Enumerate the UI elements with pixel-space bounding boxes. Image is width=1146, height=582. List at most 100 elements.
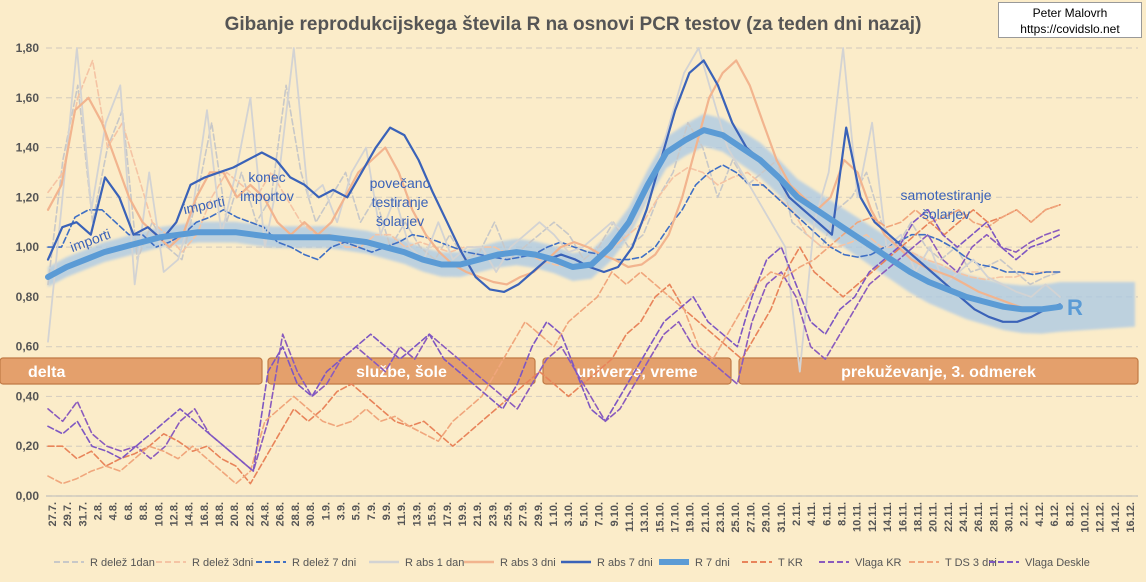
x-tick-label: 2.8. bbox=[93, 502, 105, 520]
x-tick-label: 2.11. bbox=[791, 502, 803, 526]
x-tick-label: 18.8. bbox=[214, 502, 226, 526]
x-tick-label: 6.8. bbox=[123, 502, 135, 520]
series-line bbox=[47, 204, 1061, 485]
x-tick-label: 21.10. bbox=[700, 502, 712, 533]
x-tick-label: 12.8. bbox=[168, 502, 180, 526]
x-tick-label: 5.10. bbox=[578, 502, 590, 526]
x-tick-label: 23.10. bbox=[715, 502, 727, 533]
legend-label: R abs 3 dni bbox=[500, 557, 556, 569]
period-label: delta bbox=[28, 364, 65, 381]
x-tick-label: 7.9. bbox=[366, 502, 378, 520]
x-tick-label: 5.9. bbox=[351, 502, 363, 520]
x-tick-label: 21.9. bbox=[472, 502, 484, 526]
author-url[interactable]: https://covidslo.net bbox=[1020, 22, 1120, 36]
annotation: R bbox=[1067, 295, 1083, 320]
x-tick-label: 4.12. bbox=[1034, 502, 1046, 526]
x-tick-label: 15.10. bbox=[654, 502, 666, 533]
x-tick-label: 27.7. bbox=[47, 502, 59, 526]
series-line bbox=[47, 204, 1061, 485]
legend: R delež 1dan R delež 3dni R delež 7 dni R a… bbox=[54, 557, 1090, 569]
x-tick-label: 14.8. bbox=[184, 502, 196, 526]
x-tick-label: 18.11. bbox=[912, 502, 924, 532]
x-tick-label: 17.9. bbox=[442, 502, 454, 526]
annotation: konec importov bbox=[240, 169, 294, 204]
x-tick-label: 3.10. bbox=[563, 502, 575, 526]
period-label: univerze, vreme bbox=[577, 364, 698, 381]
legend-label: Vlaga Deskle bbox=[1025, 557, 1090, 569]
x-tick-label: 24.11. bbox=[958, 502, 970, 532]
series-lines bbox=[45, 47, 1135, 485]
x-tick-label: 11.10. bbox=[624, 502, 636, 532]
author-credit: Peter Malovrh https://covidslo.net bbox=[998, 2, 1142, 38]
x-tick-label: 31.10. bbox=[776, 502, 788, 533]
author-name: Peter Malovrh bbox=[1032, 6, 1108, 20]
gridlines bbox=[46, 47, 1138, 497]
y-tick-label: 1,80 bbox=[16, 41, 40, 55]
y-tick-label: 0,40 bbox=[16, 389, 40, 403]
x-tick-label: 9.9. bbox=[381, 502, 393, 520]
x-tick-label: 14.11. bbox=[882, 502, 894, 532]
x-tick-label: 28.11. bbox=[988, 502, 1000, 532]
period-label: prekuževanje, 3. odmerek bbox=[841, 364, 1036, 381]
legend-label: T DS 3 dni bbox=[945, 557, 997, 569]
x-tick-label: 27.9. bbox=[518, 502, 530, 526]
x-tick-label: 29.7. bbox=[62, 502, 74, 526]
x-tick-label: 22.11. bbox=[943, 502, 955, 532]
x-tick-label: 11.9. bbox=[396, 502, 408, 526]
x-tick-label: 10.12. bbox=[1079, 502, 1091, 533]
x-tick-label: 23.9. bbox=[487, 502, 499, 526]
annotation: povečano testiranje šolarjev bbox=[370, 175, 431, 229]
series-line bbox=[47, 209, 1061, 472]
series-line bbox=[47, 84, 1061, 286]
period-label: službe, šole bbox=[356, 364, 447, 381]
x-tick-label: 20.11. bbox=[928, 502, 940, 532]
legend-label: T KR bbox=[778, 557, 803, 569]
period-band bbox=[0, 357, 263, 385]
x-tick-label: 26.11. bbox=[973, 502, 985, 532]
y-tick-label: 1,20 bbox=[16, 190, 40, 204]
x-tick-label: 12.12. bbox=[1095, 502, 1107, 533]
x-tick-label: 31.7. bbox=[77, 502, 89, 526]
legend-label: R 7 dni bbox=[695, 557, 730, 569]
x-tick-label: 24.8. bbox=[260, 502, 272, 526]
x-tick-label: 19.9. bbox=[457, 502, 469, 526]
x-tick-label: 30.11. bbox=[1004, 502, 1016, 532]
x-tick-label: 13.9. bbox=[411, 502, 423, 526]
x-tick-label: 29.10. bbox=[761, 502, 773, 533]
period-band bbox=[738, 357, 1139, 385]
x-tick-label: 1.9. bbox=[320, 502, 332, 520]
x-tick-label: 19.10. bbox=[685, 502, 697, 533]
chart-title: Gibanje reprodukcijskega števila R na os… bbox=[225, 14, 922, 35]
x-axis-ticks: 27.7. 29.7. 31.7. 2.8. 4.8. 6.8. 8.8. 10.8. 12.8… bbox=[47, 502, 1137, 533]
x-tick-label: 30.8. bbox=[305, 502, 317, 526]
x-tick-label: 4.8. bbox=[108, 502, 120, 520]
x-tick-label: 12.11. bbox=[867, 502, 879, 532]
x-tick-label: 7.10. bbox=[594, 502, 606, 526]
x-tick-label: 14.12. bbox=[1110, 502, 1122, 533]
y-axis-ticks: 0,00 0,20 0,40 0,60 0,80 1,00 1,20 1,40 1,60 1,80 bbox=[16, 41, 40, 503]
x-tick-label: 10.11. bbox=[852, 502, 864, 532]
x-tick-label: 16.8. bbox=[199, 502, 211, 526]
x-tick-label: 17.10. bbox=[670, 502, 682, 533]
x-tick-label: 8.11. bbox=[837, 502, 849, 526]
annotation: samotestiranje šolarjev bbox=[900, 187, 991, 222]
period-bands: delta službe, šole univerze, vreme prekužev… bbox=[0, 357, 1139, 385]
series-line bbox=[45, 127, 1063, 313]
x-tick-label: 13.10. bbox=[639, 502, 651, 533]
y-tick-label: 0,60 bbox=[16, 340, 40, 354]
legend-label: Vlaga KR bbox=[855, 557, 902, 569]
x-tick-label: 9.10. bbox=[609, 502, 621, 526]
x-tick-label: 20.8. bbox=[229, 502, 241, 526]
x-tick-label: 25.10. bbox=[730, 502, 742, 533]
series-line bbox=[47, 164, 1061, 276]
x-tick-label: 6.11. bbox=[821, 502, 833, 526]
legend-label: R delež 7 dni bbox=[292, 557, 356, 569]
x-tick-label: 22.8. bbox=[244, 502, 256, 526]
legend-label: R delež 1dan bbox=[90, 557, 155, 569]
legend-label: R abs 1 dan bbox=[405, 557, 464, 569]
x-tick-label: 4.11. bbox=[806, 502, 818, 526]
y-tick-label: 0,00 bbox=[16, 489, 40, 503]
x-tick-label: 16.12. bbox=[1125, 502, 1137, 533]
legend-label: R abs 7 dni bbox=[597, 557, 653, 569]
